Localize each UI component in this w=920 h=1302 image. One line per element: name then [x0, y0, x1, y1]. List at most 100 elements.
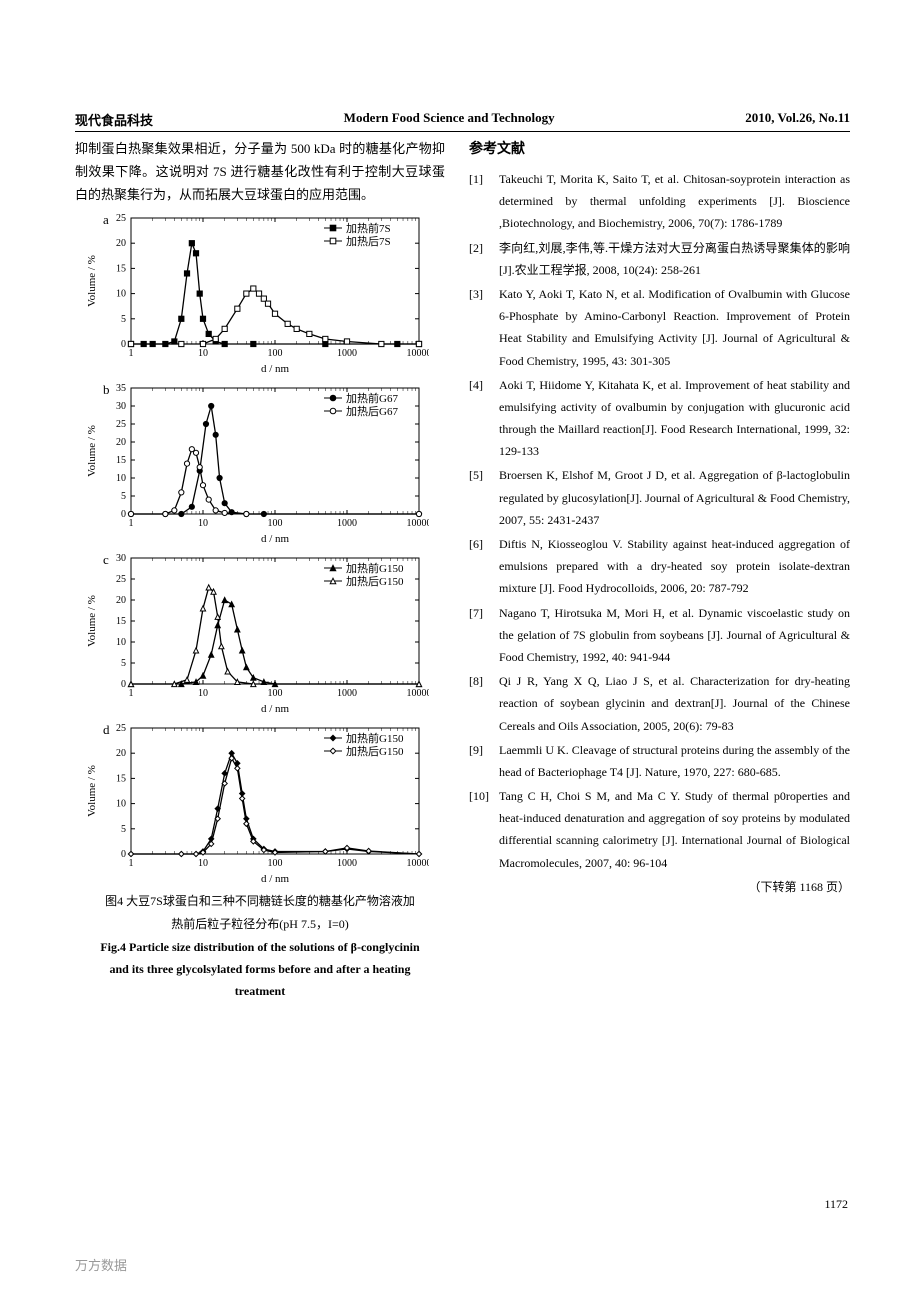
reference-number: [3]: [469, 283, 499, 372]
svg-text:0: 0: [121, 849, 126, 860]
reference-number: [10]: [469, 785, 499, 874]
header-journal-cn: 现代食品科技: [75, 110, 153, 129]
reference-text: Kato Y, Aoki T, Kato N, et al. Modificat…: [499, 283, 850, 372]
svg-text:b: b: [103, 382, 110, 397]
figure-caption-en-3: treatment: [75, 981, 445, 1001]
svg-text:15: 15: [116, 264, 126, 275]
header-issue: 2010, Vol.26, No.11: [745, 110, 850, 129]
svg-text:100: 100: [268, 858, 283, 869]
reference-item: [8]Qi J R, Yang X Q, Liao J S, et al. Ch…: [469, 670, 850, 737]
reference-item: [1]Takeuchi T, Morita K, Saito T, et al.…: [469, 168, 850, 235]
svg-text:100: 100: [268, 348, 283, 359]
svg-text:25: 25: [116, 419, 126, 430]
svg-text:Volume / %: Volume / %: [86, 765, 98, 817]
svg-text:100: 100: [268, 518, 283, 529]
svg-text:c: c: [103, 552, 109, 567]
svg-text:加热后G67: 加热后G67: [346, 405, 398, 418]
svg-text:a: a: [103, 212, 109, 227]
figure-caption-en-1: Fig.4 Particle size distribution of the …: [75, 937, 445, 957]
svg-text:20: 20: [116, 238, 126, 249]
reference-text: Diftis N, Kiosseoglou V. Stability again…: [499, 533, 850, 600]
svg-text:10000: 10000: [407, 348, 430, 359]
svg-text:10: 10: [116, 799, 126, 810]
reference-text: Laemmli U K. Cleavage of structural prot…: [499, 739, 850, 783]
svg-text:1000: 1000: [337, 348, 357, 359]
svg-text:1000: 1000: [337, 518, 357, 529]
svg-text:10: 10: [116, 289, 126, 300]
svg-text:10: 10: [116, 473, 126, 484]
reference-item: [4]Aoki T, Hiidome Y, Kitahata K, et al.…: [469, 374, 850, 463]
svg-text:Volume / %: Volume / %: [86, 255, 98, 307]
svg-text:5: 5: [121, 658, 126, 669]
reference-number: [9]: [469, 739, 499, 783]
chart-panel-b: 05101520253035110100100010000加热前G67加热后G6…: [81, 380, 429, 548]
svg-text:10: 10: [198, 858, 208, 869]
chart-panel: 0510152025110100100010000加热前G150加热后G150d…: [81, 720, 429, 888]
reference-item: [7]Nagano T, Hirotsuka M, Mori H, et al.…: [469, 602, 850, 669]
svg-text:10: 10: [198, 688, 208, 699]
svg-text:20: 20: [116, 748, 126, 759]
figure-caption-cn-1: 图4 大豆7S球蛋白和三种不同糖链长度的糖基化产物溶液加: [75, 892, 445, 911]
svg-text:d: d: [103, 722, 110, 737]
svg-text:20: 20: [116, 595, 126, 606]
reference-text: Takeuchi T, Morita K, Saito T, et al. Ch…: [499, 168, 850, 235]
reference-text: Aoki T, Hiidome Y, Kitahata K, et al. Im…: [499, 374, 850, 463]
svg-text:30: 30: [116, 401, 126, 412]
reference-number: [2]: [469, 237, 499, 281]
references-heading: 参考文献: [469, 138, 850, 158]
svg-text:25: 25: [116, 213, 126, 224]
svg-text:25: 25: [116, 723, 126, 734]
svg-text:d / nm: d / nm: [261, 363, 290, 375]
svg-text:Volume / %: Volume / %: [86, 595, 98, 647]
reference-item: [2]李向红,刘展,李伟,等.干燥方法对大豆分离蛋白热诱导聚集体的影响[J].农…: [469, 237, 850, 281]
reference-text: Broersen K, Elshof M, Groot J D, et al. …: [499, 464, 850, 531]
svg-text:10: 10: [116, 637, 126, 648]
svg-text:1: 1: [129, 348, 134, 359]
svg-text:15: 15: [116, 616, 126, 627]
svg-text:10: 10: [198, 518, 208, 529]
svg-text:0: 0: [121, 679, 126, 690]
figure-caption-en-2: and its three glycolsylated forms before…: [75, 959, 445, 979]
svg-text:1000: 1000: [337, 688, 357, 699]
svg-text:加热后G150: 加热后G150: [346, 745, 404, 758]
reference-number: [5]: [469, 464, 499, 531]
svg-text:加热前7S: 加热前7S: [346, 221, 391, 235]
reference-text: Qi J R, Yang X Q, Liao J S, et al. Chara…: [499, 670, 850, 737]
reference-number: [1]: [469, 168, 499, 235]
reference-text: Nagano T, Hirotsuka M, Mori H, et al. Dy…: [499, 602, 850, 669]
svg-text:5: 5: [121, 491, 126, 502]
figure-4: 0510152025110100100010000加热前7S加热后7SaVolu…: [81, 210, 445, 888]
references-list: [1]Takeuchi T, Morita K, Saito T, et al.…: [469, 168, 850, 874]
watermark: 万方数据: [75, 1255, 127, 1274]
svg-text:1: 1: [129, 518, 134, 529]
right-column: 参考文献 [1]Takeuchi T, Morita K, Saito T, e…: [469, 138, 850, 1002]
svg-text:10: 10: [198, 348, 208, 359]
reference-item: [5]Broersen K, Elshof M, Groot J D, et a…: [469, 464, 850, 531]
continue-note: （下转第 1168 页）: [469, 878, 850, 895]
svg-text:15: 15: [116, 774, 126, 785]
svg-text:10000: 10000: [407, 858, 430, 869]
chart-panel: 0510152025110100100010000加热前7S加热后7SaVolu…: [81, 210, 429, 378]
reference-item: [6]Diftis N, Kiosseoglou V. Stability ag…: [469, 533, 850, 600]
reference-number: [6]: [469, 533, 499, 600]
reference-text: Tang C H, Choi S M, and Ma C Y. Study of…: [499, 785, 850, 874]
reference-number: [7]: [469, 602, 499, 669]
svg-text:加热前G150: 加热前G150: [346, 561, 404, 575]
reference-text: 李向红,刘展,李伟,等.干燥方法对大豆分离蛋白热诱导聚集体的影响[J].农业工程…: [499, 237, 850, 281]
svg-text:15: 15: [116, 455, 126, 466]
svg-text:加热前G67: 加热前G67: [346, 391, 398, 405]
svg-text:1000: 1000: [337, 858, 357, 869]
reference-number: [4]: [469, 374, 499, 463]
chart-panel: 051015202530110100100010000加热前G150加热后G15…: [81, 550, 429, 718]
svg-text:加热后G150: 加热后G150: [346, 575, 404, 588]
svg-text:5: 5: [121, 824, 126, 835]
chart-panel-d: 0510152025110100100010000加热前G150加热后G150d…: [81, 720, 429, 888]
reference-item: [10]Tang C H, Choi S M, and Ma C Y. Stud…: [469, 785, 850, 874]
svg-text:1: 1: [129, 858, 134, 869]
svg-text:1: 1: [129, 688, 134, 699]
header-journal-en: Modern Food Science and Technology: [344, 110, 555, 129]
svg-text:d / nm: d / nm: [261, 703, 290, 715]
svg-text:10000: 10000: [407, 518, 430, 529]
page-number: 1172: [824, 1197, 848, 1212]
svg-text:0: 0: [121, 339, 126, 350]
